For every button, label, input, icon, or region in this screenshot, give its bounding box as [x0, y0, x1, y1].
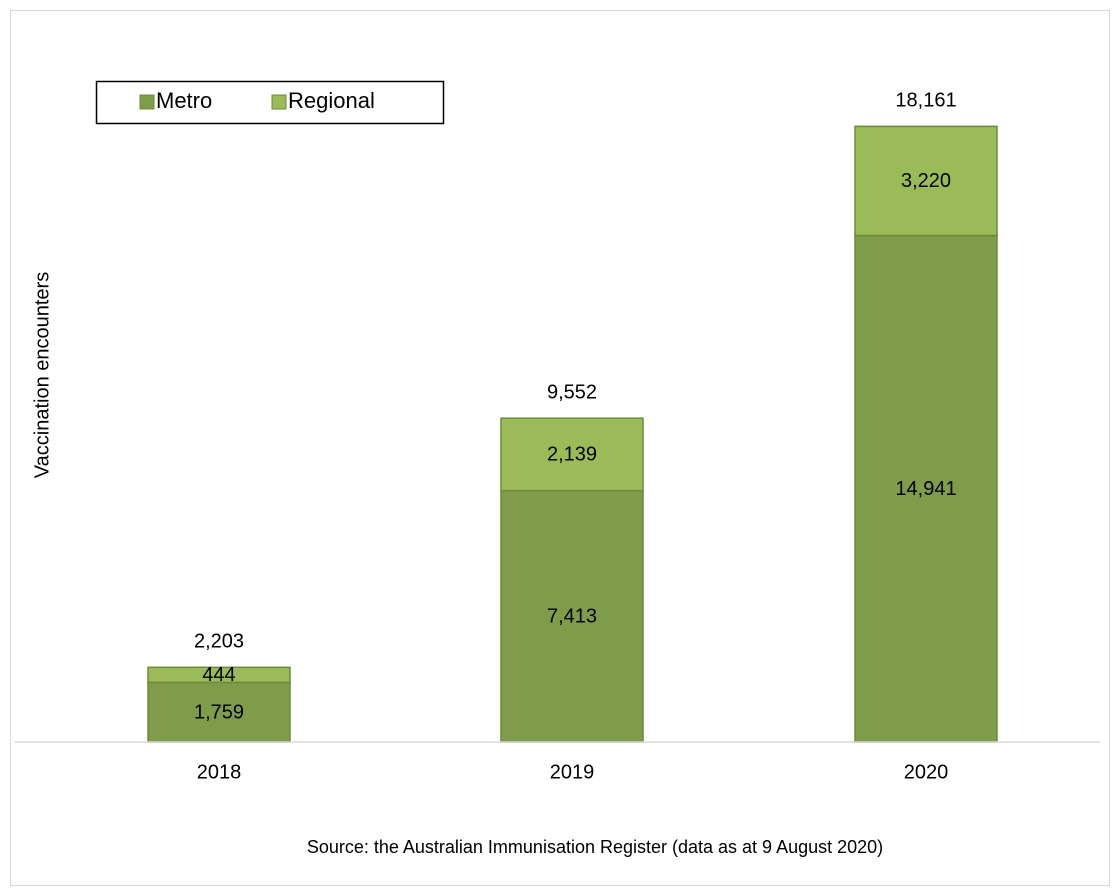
total-label: 18,161 [895, 90, 956, 112]
data-label: 2,139 [547, 444, 597, 466]
data-label: 14,941 [895, 478, 956, 500]
x-tick-label: 2019 [550, 761, 595, 783]
legend-swatch [271, 94, 287, 110]
bar-segment [147, 666, 291, 684]
data-label: 444 [202, 664, 235, 686]
source-note: Source: the Australian Immunisation Regi… [307, 837, 883, 857]
bar-segment [854, 125, 998, 237]
legend-label: Metro [156, 88, 212, 113]
bar-segment [500, 489, 644, 743]
x-tick-label: 2018 [197, 761, 242, 783]
x-tick-label: 2020 [904, 761, 949, 783]
total-label: 2,203 [194, 631, 244, 653]
data-label: 7,413 [547, 606, 597, 628]
legend-label: Regional [288, 88, 375, 113]
total-label: 9,552 [547, 381, 597, 403]
data-label: 3,220 [901, 170, 951, 192]
y-axis-label: Vaccination encounters [31, 272, 53, 478]
bar-segment [500, 417, 644, 492]
legend-swatch [139, 94, 155, 110]
data-label: 1,759 [194, 701, 244, 723]
